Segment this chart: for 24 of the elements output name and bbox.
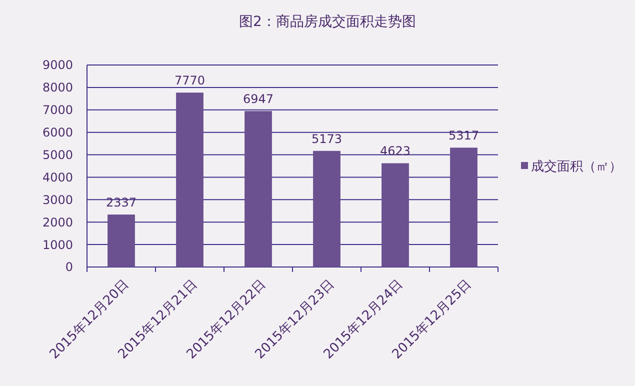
bar (382, 163, 409, 267)
y-tick-label: 8000 (42, 80, 73, 95)
y-tick-label: 2000 (42, 215, 73, 230)
data-label: 5173 (311, 132, 342, 146)
data-label: 7770 (174, 74, 206, 88)
y-tick-label: 5000 (42, 148, 73, 162)
y-tick-label: 3000 (42, 192, 73, 207)
y-tick-label: 1000 (42, 238, 73, 252)
chart-title: 图2：商品房成交面积走势图 (239, 14, 416, 30)
bar (108, 214, 135, 267)
data-label: 6947 (242, 92, 274, 106)
bar (176, 92, 204, 267)
y-tick-label: 7000 (42, 103, 73, 118)
data-label: 4623 (380, 144, 411, 158)
y-tick-label: 6000 (42, 126, 73, 140)
bar (450, 148, 478, 267)
y-tick-label: 9000 (42, 58, 73, 72)
data-label: 2337 (106, 196, 137, 210)
bar (244, 111, 272, 267)
y-tick-label: 0 (65, 260, 73, 274)
legend-label: 成交面积（㎡） (531, 158, 622, 175)
y-tick-label: 4000 (42, 170, 73, 184)
data-label: 5317 (448, 128, 480, 143)
bar (313, 150, 340, 267)
